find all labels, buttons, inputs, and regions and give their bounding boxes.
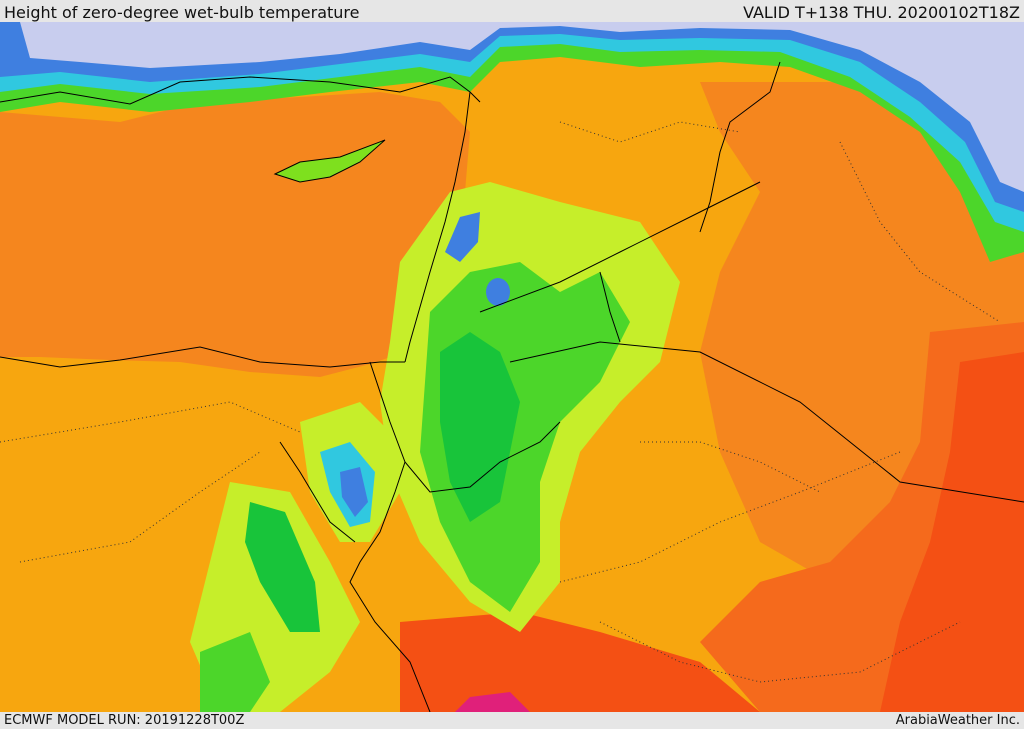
province-line xyxy=(0,401,301,443)
egypt-green-south xyxy=(200,632,270,712)
levant-coastline xyxy=(404,91,471,363)
syria-iraq-border xyxy=(479,181,761,313)
sinai-blue-core xyxy=(340,467,368,517)
lebanon-blue-spot xyxy=(445,212,480,262)
sinai-border xyxy=(369,361,561,493)
province-line xyxy=(839,141,1001,323)
border-lines xyxy=(0,61,1024,712)
footer-bar: ECMWF MODEL RUN: 20191228T00Z ArabiaWeat… xyxy=(0,712,1024,729)
jordan-blue-spot xyxy=(486,278,510,306)
header-bar: Height of zero-degree wet-bulb temperatu… xyxy=(0,0,1024,22)
valid-time: VALID T+138 THU. 20200102T18Z xyxy=(743,3,1020,22)
province-line xyxy=(640,441,821,493)
province-lines xyxy=(0,121,1001,683)
magenta-spot xyxy=(455,692,530,712)
red-sea-coastline xyxy=(349,461,431,712)
turkey-blue-band xyxy=(0,22,1024,212)
cyprus-island xyxy=(273,139,386,183)
province-line xyxy=(559,121,741,143)
credit: ArabiaWeather Inc. xyxy=(895,713,1020,728)
egypt-green-core xyxy=(245,502,320,632)
map-title: Height of zero-degree wet-bulb temperatu… xyxy=(4,3,360,22)
model-run: ECMWF MODEL RUN: 20191228T00Z xyxy=(4,713,245,728)
gulf-of-suez xyxy=(279,441,356,543)
turkey-coastline xyxy=(0,76,481,105)
weather-map xyxy=(0,22,1024,712)
turkey-cold-ocean xyxy=(20,22,1024,192)
red-sea-south-zone xyxy=(400,612,760,712)
jordan-border xyxy=(599,271,621,343)
iraq-iran-border xyxy=(699,61,781,233)
southeast-deep-red-zone xyxy=(880,352,1024,712)
jordan-saudi-border xyxy=(509,341,1024,503)
turkey-cyan-band xyxy=(0,22,1024,232)
levant-dark-green xyxy=(440,332,520,522)
egypt-coastline xyxy=(0,346,405,368)
